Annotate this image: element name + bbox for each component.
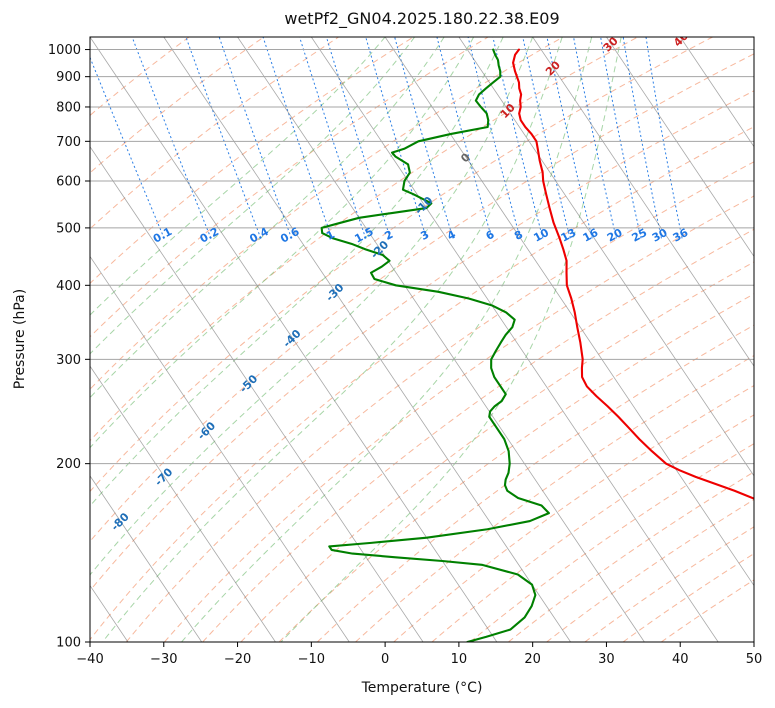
mixing-ratio-label: 30 bbox=[650, 226, 670, 245]
mixing-ratio-line bbox=[90, 56, 165, 239]
mixing-ratio-line bbox=[573, 37, 617, 239]
isotherm-line bbox=[90, 475, 203, 642]
isotherm-line bbox=[163, 37, 571, 642]
chart-title: wetPf2_GN04.2025.180.22.38.E09 bbox=[284, 9, 559, 29]
mixing-ratio-line bbox=[365, 37, 428, 239]
mixing-ratio-line bbox=[325, 37, 391, 239]
dry-adiabat-line bbox=[125, 161, 754, 642]
x-tick-label: −40 bbox=[76, 652, 103, 667]
plot-area: -100-90-80-70-60-50-40-30-20-10010203040… bbox=[90, 37, 754, 642]
temperature-profile bbox=[512, 48, 754, 500]
moist-adiabat-line bbox=[90, 37, 445, 399]
dry-adiabat-line bbox=[90, 90, 754, 592]
moist-adiabat-line bbox=[90, 37, 475, 449]
dry-adiabat-line bbox=[90, 53, 754, 543]
mixing-ratio-line bbox=[600, 37, 642, 239]
mixing-ratio-line bbox=[492, 37, 544, 239]
y-tick-label: 200 bbox=[56, 457, 81, 472]
isotherm-line bbox=[90, 37, 498, 642]
plot-frame bbox=[89, 36, 755, 643]
isotherm-line bbox=[90, 255, 350, 642]
y-tick-label: 1000 bbox=[48, 43, 81, 58]
moist-adiabat-line bbox=[90, 37, 534, 576]
x-tick-label: 30 bbox=[598, 652, 615, 667]
mixing-ratio-label: 13 bbox=[559, 226, 579, 245]
y-tick-label: 700 bbox=[56, 135, 81, 150]
profiles bbox=[320, 48, 754, 642]
y-tick-label: 500 bbox=[56, 221, 81, 236]
isotherm-line bbox=[532, 37, 754, 367]
mixing-ratio-label: 25 bbox=[630, 226, 650, 245]
dry-adiabat-line bbox=[508, 471, 754, 642]
isotherm-line bbox=[679, 37, 754, 148]
y-tick-label: 300 bbox=[56, 353, 81, 368]
x-tick-label: 50 bbox=[746, 652, 763, 667]
isotherm-line bbox=[90, 365, 276, 642]
y-tick-label: 400 bbox=[56, 279, 81, 294]
dry-adiabat-line bbox=[90, 126, 754, 641]
dry-adiabat-line bbox=[90, 37, 265, 174]
isotherm-line bbox=[90, 145, 424, 642]
moist-adiabat-line bbox=[101, 37, 563, 642]
moist-adiabat-line bbox=[90, 37, 504, 507]
y-tick-label: 800 bbox=[56, 100, 81, 115]
mixing-ratio-line bbox=[546, 37, 593, 239]
mixing-ratio-label: 10 bbox=[531, 226, 551, 245]
mixing-ratio-line bbox=[436, 37, 493, 239]
mixing-ratio-label: 36 bbox=[671, 226, 691, 245]
y-axis-label: Pressure (hPa) bbox=[12, 289, 28, 389]
mixing-ratio-line bbox=[467, 37, 521, 239]
y-tick-label: 600 bbox=[56, 174, 81, 189]
moist-adiabat-line bbox=[90, 37, 386, 316]
isotherm-line bbox=[384, 37, 754, 587]
x-tick-label: 20 bbox=[524, 652, 541, 667]
x-axis: −40 −30 −20 −10 0 10 20 30 40 50 bbox=[76, 642, 762, 667]
x-tick-label: −10 bbox=[298, 652, 325, 667]
x-tick-label: 0 bbox=[381, 652, 389, 667]
y-tick-label: 100 bbox=[56, 636, 81, 651]
dry-adiabat-line bbox=[316, 324, 754, 642]
dewpoint-profile bbox=[320, 48, 550, 642]
dry-adiabat-line bbox=[431, 414, 754, 642]
moist-adiabat-line bbox=[90, 37, 416, 355]
y-tick-label: 900 bbox=[56, 70, 81, 85]
mixing-ratio-label: 20 bbox=[605, 226, 625, 245]
dry-adiabat-line bbox=[202, 228, 754, 642]
mixing-ratio-lines bbox=[90, 37, 683, 239]
isotherm-line bbox=[237, 37, 645, 642]
x-tick-label: −30 bbox=[150, 652, 177, 667]
x-tick-label: −20 bbox=[224, 652, 251, 667]
isotherm-line bbox=[458, 37, 754, 477]
mixing-ratio-line bbox=[299, 37, 367, 239]
x-tick-label: 10 bbox=[451, 652, 468, 667]
mixing-ratio-line bbox=[131, 37, 212, 239]
mixing-ratio-label: 16 bbox=[581, 226, 601, 245]
dry-adiabat-line bbox=[546, 499, 754, 642]
x-axis-label: Temperature (°C) bbox=[361, 680, 483, 696]
isotherms bbox=[90, 37, 754, 642]
x-tick-label: 40 bbox=[672, 652, 689, 667]
isotherm-line bbox=[606, 37, 754, 258]
isotherm-line bbox=[311, 37, 719, 642]
mixing-ratio-line bbox=[522, 37, 571, 239]
mixing-ratio-line bbox=[394, 37, 454, 239]
dry-adiabat-line bbox=[90, 37, 339, 230]
y-axis: 100 200 300 400 500 600 700 800 900 1000 bbox=[48, 43, 90, 651]
